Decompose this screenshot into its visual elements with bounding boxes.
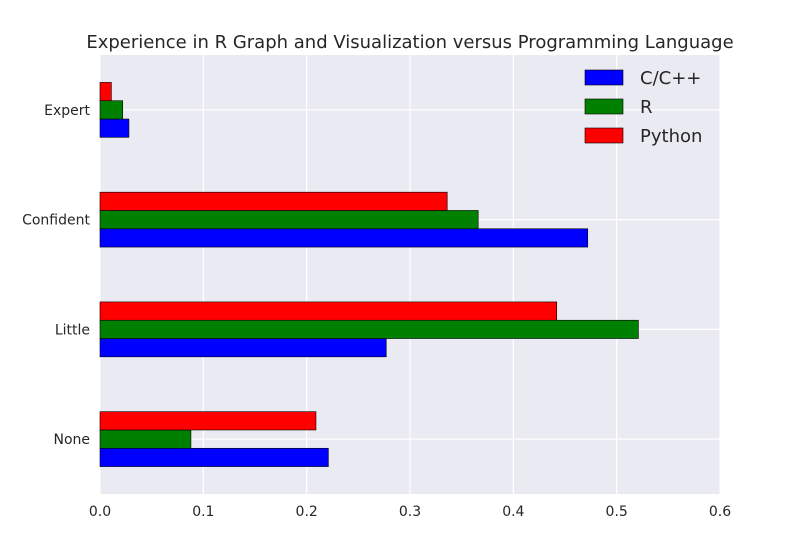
legend: C/C++ R Python bbox=[584, 68, 702, 147]
y-tick-label: None bbox=[53, 432, 90, 448]
x-tick-label: 0.3 bbox=[399, 504, 421, 520]
bars bbox=[99, 82, 639, 467]
bar-r-confident bbox=[99, 210, 479, 230]
bar-python-confident bbox=[99, 191, 448, 211]
bar-r-little bbox=[99, 319, 639, 339]
x-tick-label: 0.4 bbox=[502, 504, 524, 520]
chart-title: Experience in R Graph and Visualization … bbox=[86, 32, 733, 53]
legend-swatch bbox=[584, 127, 624, 144]
x-tick-label: 0.1 bbox=[192, 504, 214, 520]
y-tick-label: Little bbox=[55, 322, 90, 338]
bar-c-c--confident bbox=[99, 228, 589, 248]
x-tick-label: 0.0 bbox=[89, 504, 111, 520]
bar-python-expert bbox=[99, 82, 112, 102]
bar-c-c--none bbox=[99, 447, 329, 467]
bar-r-expert bbox=[99, 100, 124, 120]
legend-swatch bbox=[584, 69, 624, 86]
bar-python-little bbox=[99, 301, 558, 321]
bar-python-none bbox=[99, 411, 317, 431]
bar-c-c--little bbox=[99, 338, 387, 358]
y-tick-labels: None Little Confident Expert bbox=[22, 103, 90, 448]
legend-label: Python bbox=[640, 126, 702, 147]
x-tick-label: 0.6 bbox=[709, 504, 731, 520]
x-tick-label: 0.2 bbox=[296, 504, 318, 520]
x-tick-label: 0.5 bbox=[606, 504, 628, 520]
x-tick-labels: 0.0 0.1 0.2 0.3 0.4 0.5 0.6 bbox=[89, 504, 731, 520]
bar-r-none bbox=[99, 429, 192, 449]
legend-label: C/C++ bbox=[640, 68, 701, 89]
y-tick-label: Expert bbox=[44, 103, 90, 119]
legend-label: R bbox=[640, 97, 653, 118]
legend-swatch bbox=[584, 98, 624, 115]
y-tick-label: Confident bbox=[22, 213, 90, 229]
bar-c-c--expert bbox=[99, 118, 130, 138]
